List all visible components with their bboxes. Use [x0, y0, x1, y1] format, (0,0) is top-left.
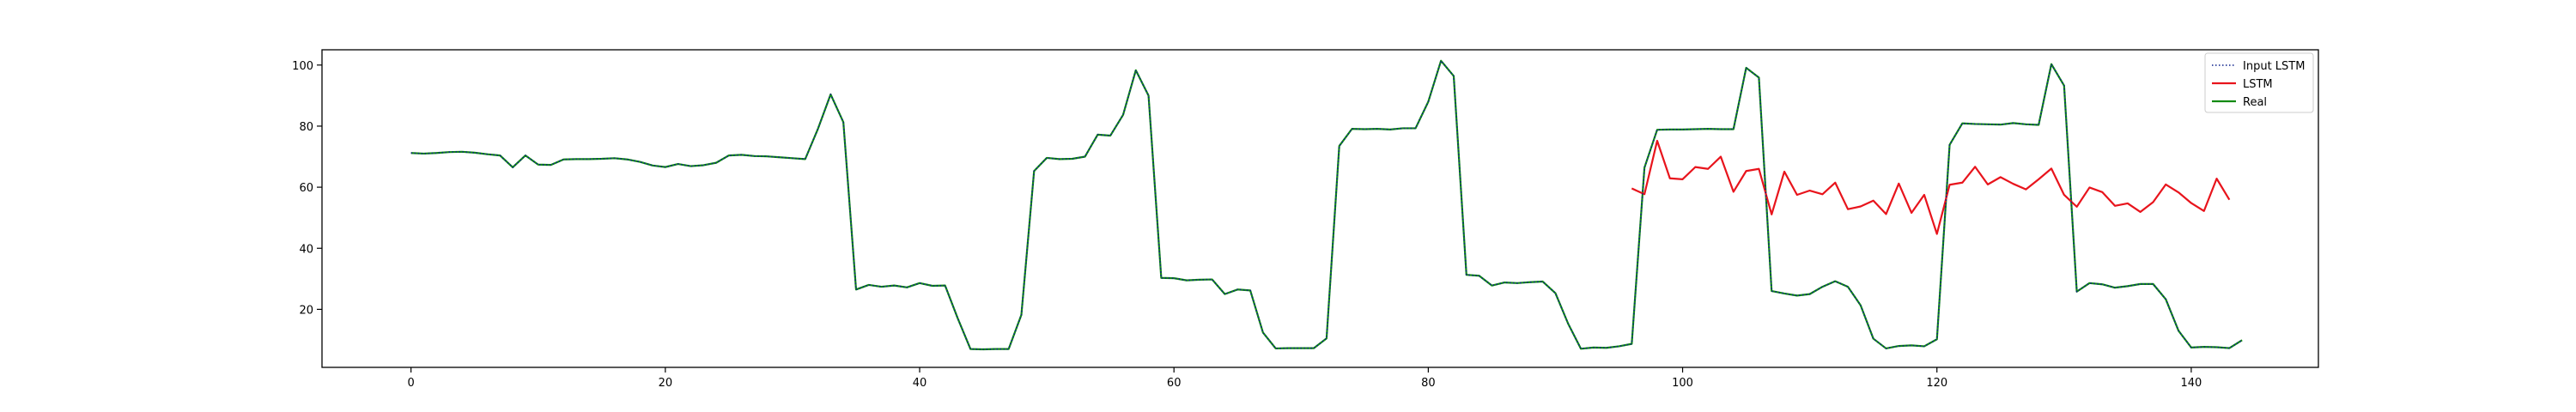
x-axis: 0 20 40 60 80 100 120 140 [408, 367, 2202, 390]
x-tick-label: 60 [1167, 377, 1182, 390]
legend-label: Input LSTM [2243, 60, 2305, 73]
y-tick-label: 40 [299, 243, 313, 256]
x-tick-label: 80 [1421, 377, 1436, 390]
legend: Input LSTM LSTM Real [2204, 52, 2314, 113]
plot-frame [321, 49, 2319, 368]
y-tick-label: 60 [299, 182, 313, 195]
y-tick-label: 80 [299, 121, 313, 134]
y-tick-label: 20 [299, 304, 313, 317]
x-tick-label: 100 [1672, 377, 1693, 390]
x-tick-label: 0 [408, 377, 415, 390]
plot-lines [410, 59, 2243, 351]
x-tick-label: 120 [1926, 377, 1947, 390]
legend-label: LSTM [2243, 78, 2273, 91]
y-tick-label: 100 [292, 60, 313, 73]
x-tick-label: 20 [659, 377, 673, 390]
x-tick-label: 140 [2180, 377, 2202, 390]
series-line-input-lstm [410, 60, 2243, 350]
legend-label: Real [2243, 96, 2267, 109]
legend-box [2204, 52, 2314, 113]
y-axis: 20 40 60 80 100 [292, 60, 322, 317]
series-line-lstm [1631, 139, 2231, 235]
x-tick-label: 40 [913, 377, 927, 390]
